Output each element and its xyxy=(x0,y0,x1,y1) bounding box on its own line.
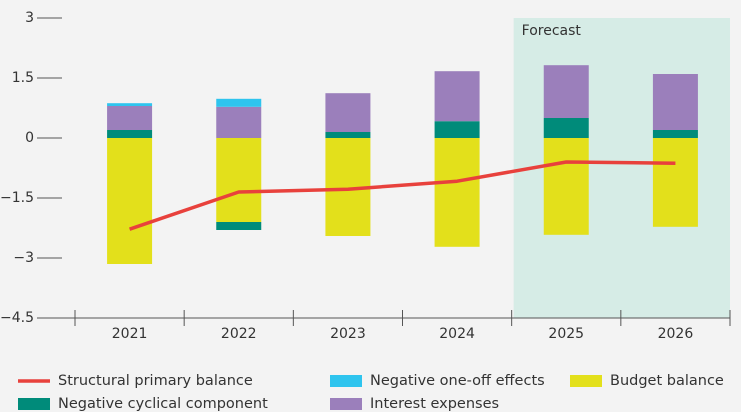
bar-segment xyxy=(107,130,153,138)
bar-segment xyxy=(434,138,480,247)
y-tick-label: 0 xyxy=(25,130,34,146)
x-tick-label: 2023 xyxy=(330,326,366,342)
legend-swatch xyxy=(18,398,50,410)
y-tick-label: 3 xyxy=(25,10,34,26)
legend-swatch xyxy=(330,375,362,387)
legend: Structural primary balance Negative one-o… xyxy=(18,373,724,412)
y-tick-label: −3 xyxy=(13,250,34,266)
bar-segment xyxy=(216,98,262,107)
legend-label: Negative one-off effects xyxy=(370,373,545,389)
x-tick-label: 2022 xyxy=(221,326,257,342)
y-tick-label: −1.5 xyxy=(0,190,34,206)
bar-segment xyxy=(216,106,262,138)
x-tick-label: 2024 xyxy=(439,326,475,342)
legend-swatch xyxy=(570,375,602,387)
bar-segment xyxy=(107,103,153,106)
bar-segment xyxy=(107,138,153,264)
bar-segment xyxy=(325,93,371,132)
legend-label: Interest expenses xyxy=(370,396,499,412)
x-tick-label: 2021 xyxy=(112,326,148,342)
x-tick-label: 2025 xyxy=(548,326,584,342)
legend-label: Structural primary balance xyxy=(58,373,253,389)
bar-segment xyxy=(216,138,262,222)
legend-label: Budget balance xyxy=(610,373,724,389)
line-series xyxy=(129,160,676,231)
legend-label: Negative cyclical component xyxy=(58,396,268,412)
legend-swatch xyxy=(330,398,362,410)
bar-segment xyxy=(325,132,371,138)
bar-segment xyxy=(216,222,262,230)
bar-segment xyxy=(434,121,480,138)
bar-segment xyxy=(543,118,589,138)
x-tick-label: 2026 xyxy=(658,326,694,342)
bar-segment xyxy=(543,65,589,118)
y-tick-label: −4.5 xyxy=(0,310,34,326)
bar-segment xyxy=(543,138,589,235)
bar-segment xyxy=(652,130,698,138)
y-tick-label: 1.5 xyxy=(12,70,34,86)
bar-segment xyxy=(434,71,480,122)
bar-segment xyxy=(107,106,153,130)
bar-segment xyxy=(652,74,698,130)
forecast-label: Forecast xyxy=(522,23,582,39)
bar-segment xyxy=(652,138,698,227)
